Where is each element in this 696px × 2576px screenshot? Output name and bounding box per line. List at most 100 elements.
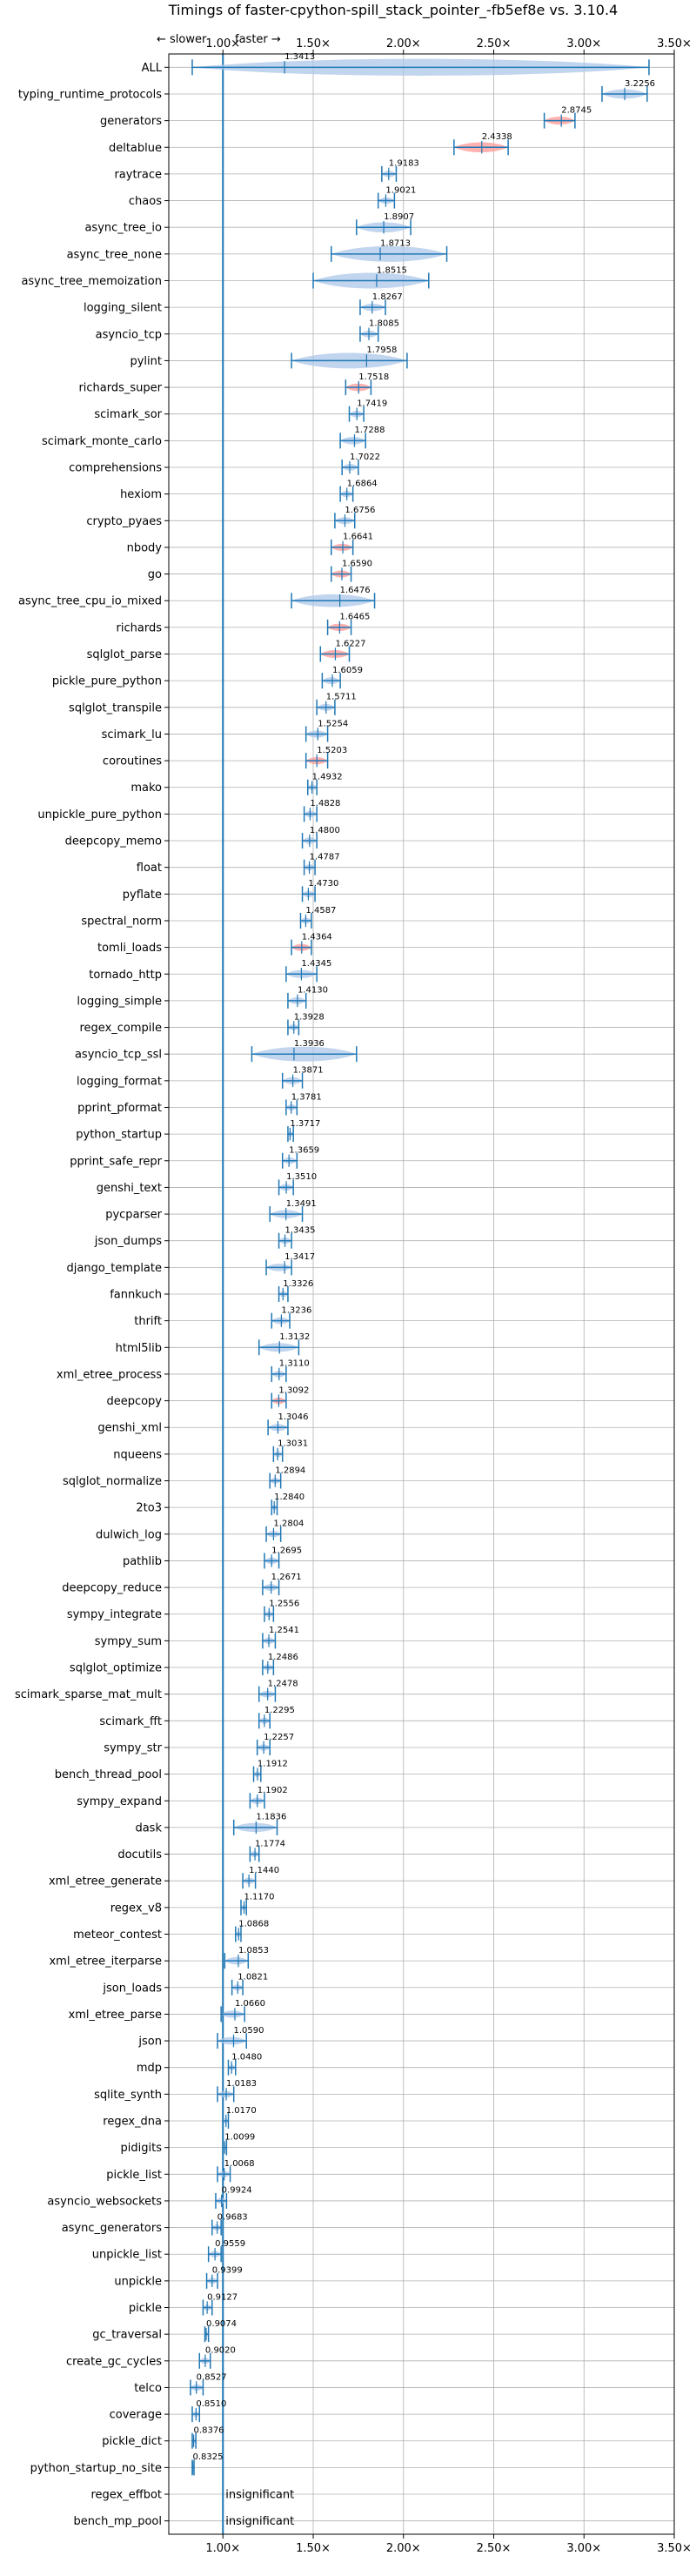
category-label: django_template (67, 1262, 162, 1275)
value-label: 1.7022 (350, 453, 380, 462)
value-label: 1.2840 (274, 1493, 304, 1502)
category-label: coverage (110, 2409, 162, 2422)
value-label: 1.4730 (308, 879, 338, 889)
value-label: 1.3510 (286, 1172, 317, 1182)
category-label: sqlglot_transpile (69, 701, 162, 714)
value-label: 1.0183 (226, 2079, 257, 2089)
category-label: xml_etree_parse (69, 2009, 162, 2022)
value-label: 1.5203 (317, 746, 347, 755)
value-label: 0.8325 (192, 2452, 223, 2462)
category-label: pathlib (123, 1555, 162, 1568)
category-label: json (137, 2036, 162, 2049)
category-label: xml_etree_iterparse (49, 1955, 162, 1969)
category-label: nbody (127, 541, 163, 554)
value-label: 1.1912 (258, 1759, 288, 1768)
value-label: 1.6465 (339, 613, 370, 622)
value-label: 1.5254 (318, 719, 348, 728)
category-label: logging_format (77, 1075, 162, 1088)
value-label: 1.8515 (377, 265, 407, 275)
value-label: 1.3928 (294, 1012, 325, 1022)
violin-marks: 1.3413 3.2256 2.8745 2.4338 1.9183 1.9021 1.89… (190, 52, 655, 2534)
value-label: 1.2894 (275, 1466, 305, 1475)
value-label: 2.8745 (561, 105, 592, 115)
value-label: 1.3417 (284, 1252, 315, 1262)
category-label: sympy_expand (77, 1795, 162, 1808)
category-label: deepcopy (106, 1395, 162, 1408)
category-label: json_dumps (94, 1235, 162, 1248)
category-label: dask (135, 1821, 162, 1835)
value-label: 1.3413 (284, 52, 315, 62)
category-label: asyncio_websockets (47, 2195, 162, 2208)
value-label: 1.2257 (264, 1733, 294, 1742)
category-label: pycparser (105, 1209, 162, 1222)
category-label: pyflate (123, 889, 162, 902)
value-label: 0.9074 (206, 2319, 237, 2329)
category-label: unpickle_pure_python (37, 808, 162, 822)
value-label: 1.6227 (335, 639, 365, 648)
category-label: fannkuch (110, 1289, 162, 1302)
category-label: async_tree_io (84, 222, 162, 235)
value-label: 1.0660 (235, 1999, 265, 2009)
value-label: 1.3781 (291, 1092, 322, 1102)
value-label: 0.8527 (197, 2372, 227, 2382)
value-label: 3.2256 (625, 79, 655, 89)
category-label: sqlglot_parse (87, 648, 162, 661)
value-label: 1.1170 (244, 1893, 275, 1902)
value-label: 1.1440 (249, 1866, 279, 1875)
value-label: 1.9183 (389, 159, 419, 169)
value-label: 1.0068 (224, 2159, 255, 2169)
category-label: python_startup_no_site (30, 2462, 162, 2475)
value-label: 1.6864 (347, 479, 378, 488)
category-labels: ALL typing_runtime_protocols generators del… (15, 62, 163, 2528)
x-tick-label-top: 3.50× (657, 37, 692, 50)
category-label: telco (134, 2382, 162, 2395)
value-label: 1.0853 (238, 1946, 269, 1955)
value-label: 1.7288 (354, 426, 385, 435)
value-label: 1.3871 (293, 1066, 324, 1076)
category-label: richards (117, 621, 163, 634)
x-tick-label-bottom: 3.50× (657, 2542, 692, 2555)
category-label: comprehensions (69, 462, 162, 475)
insignificant-label: insignificant (225, 2515, 294, 2528)
category-label: sympy_integrate (67, 1608, 162, 1621)
category-label: coroutines (103, 755, 162, 768)
value-label: 1.2541 (269, 1626, 299, 1635)
category-label: hexiom (120, 488, 162, 501)
category-label: pickle_pure_python (52, 675, 162, 688)
category-label: html5lib (116, 1342, 162, 1355)
value-label: 2.4338 (482, 132, 512, 142)
category-label: regex_effbot (90, 2489, 162, 2502)
value-label: 1.0480 (231, 2053, 262, 2063)
category-label: tomli_loads (97, 942, 162, 955)
category-label: async_tree_none (67, 248, 162, 261)
value-label: 1.3236 (281, 1305, 311, 1315)
value-label: 1.0821 (238, 1973, 268, 1982)
category-label: sympy_sum (95, 1635, 162, 1648)
category-label: nqueens (113, 1448, 162, 1461)
value-label: 1.2478 (268, 1679, 298, 1688)
category-label: scimark_lu (102, 728, 162, 741)
category-label: docutils (117, 1848, 162, 1862)
category-label: asyncio_tcp_ssl (75, 1049, 162, 1062)
category-label: python_startup (76, 1129, 162, 1142)
insignificant-label: insignificant (225, 2489, 294, 2502)
value-label: 1.3936 (294, 1039, 325, 1049)
value-label: 1.1836 (256, 1813, 286, 1822)
value-label: 1.8713 (380, 239, 411, 249)
value-label: 1.9021 (385, 185, 416, 195)
category-label: sqlglot_optimize (70, 1662, 162, 1675)
value-label: 1.4345 (301, 959, 331, 969)
value-label: 1.4130 (298, 986, 328, 996)
category-label: tornado_http (89, 969, 162, 982)
category-label: deepcopy_memo (65, 835, 162, 849)
value-label: 1.2804 (273, 1519, 304, 1529)
value-label: 0.8376 (194, 2426, 224, 2436)
category-label: deltablue (109, 142, 162, 155)
value-label: 0.8510 (196, 2399, 226, 2409)
category-label: generators (100, 115, 162, 128)
x-tick-label-top: 1.50× (296, 37, 331, 50)
category-label: unpickle_list (92, 2249, 162, 2262)
x-tick-label-bottom: 1.00× (205, 2542, 240, 2555)
value-label: 1.0868 (238, 1919, 269, 1929)
faster-direction-label: faster → (235, 33, 281, 46)
